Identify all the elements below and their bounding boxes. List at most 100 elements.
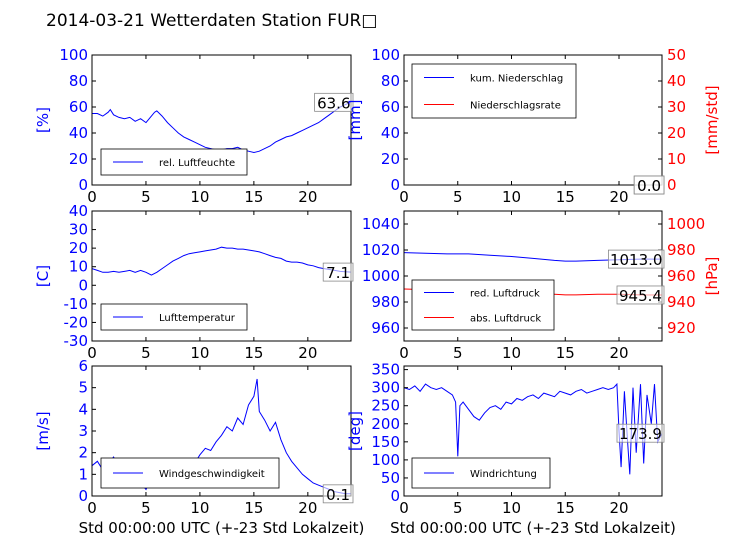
y2-tick-label: 10: [667, 150, 686, 168]
x-tick-label: 15: [556, 188, 575, 206]
chart-panel-rain: 0 5 10 15 20 0 20 40 60 80 100 0 10 20 30 40 50 [mm] [mm/s…: [346, 46, 721, 206]
y-tick-label: -20: [64, 313, 89, 331]
series-line-wind_direction-0: [404, 382, 662, 475]
x-tick-label: 15: [244, 344, 263, 362]
x-axis-label: Std 00:00:00 UTC (+-23 Std Lokalzeit): [390, 519, 676, 537]
y-tick-label: 6: [78, 357, 88, 375]
y-tick-label: 980: [371, 293, 400, 311]
y-tick-label: 30: [69, 221, 88, 239]
y-tick-label: -30: [64, 332, 89, 350]
legend-label: rel. Luftfeuchte: [159, 158, 235, 169]
plot-frame: [403, 54, 663, 186]
y-axis-label: [%]: [34, 107, 52, 133]
last-value-label-box: [314, 92, 354, 112]
last-value-label: 63.6: [317, 94, 350, 112]
y-tick-label: 40: [69, 124, 88, 142]
y-tick-label: 1: [78, 465, 88, 483]
y-tick-label: 50: [381, 469, 400, 487]
y-tick-label: 0: [78, 176, 88, 194]
y-tick-label: 1000: [362, 267, 400, 285]
x-axis-label: Std 00:00:00 UTC (+-23 Std Lokalzeit): [79, 519, 365, 537]
x-tick-label: 0: [87, 499, 97, 517]
legend: Windgeschwindigkeit: [100, 457, 280, 489]
last-value-label-box: [322, 484, 354, 504]
plot-frame: [91, 54, 352, 186]
legend-label: red. Luftdruck: [470, 289, 540, 300]
last-value-label-right-box: [616, 285, 665, 305]
y2-tick-label: 1000: [667, 215, 705, 233]
last-value-label-right: 945.4: [619, 287, 662, 305]
y-tick-label: 200: [371, 415, 400, 433]
x-tick-label: 10: [502, 344, 521, 362]
series-line-humidity-0: [92, 101, 351, 154]
last-value-label-box: [608, 249, 665, 269]
y-tick-label: -10: [64, 295, 89, 313]
legend: red. Luftdruck abs. Luftdruck: [411, 279, 555, 331]
legend-label: Windgeschwindigkeit: [159, 469, 265, 480]
y-tick-label: 2: [78, 444, 88, 462]
y-tick-label: 0: [78, 276, 88, 294]
x-tick-label: 0: [87, 188, 97, 206]
chart-panel-wind_speed: 0 5 10 15 20 0 1 2 3 4 5 6 [m/s] Std 00:00:00 UTC (+-…: [34, 357, 364, 537]
x-tick-label: 10: [190, 499, 209, 517]
y2-tick-label: 20: [667, 124, 686, 142]
y-tick-label: 100: [371, 46, 400, 64]
series-line-temperature-0: [92, 246, 351, 276]
legend: Windrichtung: [411, 457, 551, 489]
y-tick-label: 60: [69, 98, 88, 116]
last-value-label: 1013.0: [610, 251, 663, 269]
x-tick-label: 10: [502, 188, 521, 206]
y-tick-label: 20: [69, 239, 88, 257]
x-tick-label: 0: [87, 344, 97, 362]
x-tick-label: 15: [556, 499, 575, 517]
y-tick-label: 960: [371, 319, 400, 337]
x-tick-label: 15: [244, 499, 263, 517]
last-value-label: 7.1: [326, 264, 350, 282]
x-tick-label: 20: [298, 344, 317, 362]
y2-tick-label: 960: [667, 267, 696, 285]
y-axis-label: [C]: [34, 265, 52, 287]
chart-panel-pressure: 0 5 10 15 2096098010001020104092094096098010…: [362, 210, 721, 362]
x-tick-label: 20: [609, 344, 628, 362]
x-tick-label: 20: [298, 188, 317, 206]
x-tick-label: 5: [453, 188, 463, 206]
x-tick-label: 5: [141, 344, 151, 362]
x-tick-label: 0: [399, 188, 409, 206]
y-tick-label: 1020: [362, 241, 400, 259]
last-value-label-right-box: [633, 175, 665, 195]
legend-label: Windrichtung: [470, 469, 537, 480]
chart-panel-humidity: 0 5 10 15 20 0 20 40 60 80 100 [%] 63.6 rel. Luftfeuc…: [34, 46, 354, 206]
y2-axis-label: [hPa]: [703, 257, 721, 296]
last-value-label-box: [616, 423, 665, 443]
x-tick-label: 10: [502, 499, 521, 517]
y2-tick-label: 980: [667, 241, 696, 259]
y-tick-label: 150: [371, 433, 400, 451]
y-tick-label: 100: [371, 451, 400, 469]
legend: Lufttemperatur: [100, 303, 248, 331]
y2-tick-label: 940: [667, 293, 696, 311]
legend: kum. Niederschlag Niederschlagsrate: [411, 63, 577, 119]
y-tick-label: 40: [381, 124, 400, 142]
legend-label: Lufttemperatur: [159, 313, 236, 324]
y-tick-label: 80: [69, 72, 88, 90]
x-tick-label: 0: [399, 499, 409, 517]
y-tick-label: 0: [390, 176, 400, 194]
x-tick-label: 0: [399, 344, 409, 362]
last-value-label: 173.9: [619, 425, 662, 443]
y-tick-label: 1040: [362, 215, 400, 233]
y-tick-label: 10: [69, 258, 88, 276]
x-tick-label: 5: [453, 344, 463, 362]
y2-axis-label: [mm/std]: [703, 85, 721, 154]
last-value-label-box: [322, 262, 354, 282]
y-tick-label: 350: [371, 361, 400, 379]
y-tick-label: 0: [390, 487, 400, 505]
x-tick-label: 5: [141, 499, 151, 517]
legend-label: kum. Niederschlag: [470, 74, 563, 85]
x-tick-label: 5: [453, 499, 463, 517]
last-value-label: 0.1: [326, 486, 350, 504]
legend-label: Niederschlagsrate: [470, 101, 561, 112]
